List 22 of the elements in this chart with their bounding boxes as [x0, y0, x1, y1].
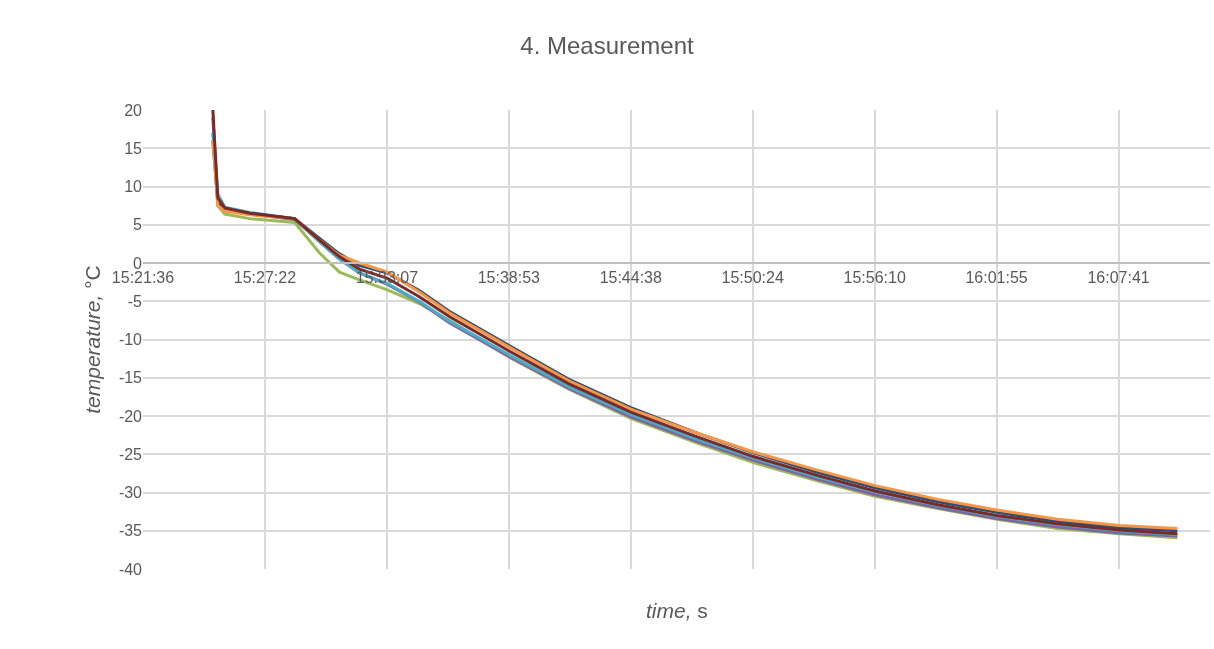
y-tick-label: 20	[124, 101, 143, 119]
x-tick-label: 15:56:10	[843, 268, 906, 286]
y-tick-label: 15	[124, 139, 143, 157]
y-tick-label: 10	[124, 178, 143, 196]
y-tick-label: -40	[118, 560, 143, 578]
y-tick-label: -15	[118, 369, 143, 387]
y-tick-label: -20	[118, 407, 143, 425]
chart-title: 4. Measurement	[520, 31, 695, 59]
x-tick-label: 15:50:24	[721, 268, 784, 286]
x-tick-label: 15:27:22	[233, 268, 297, 286]
x-axis-title: time, s	[646, 599, 708, 622]
y-tick-label: -5	[127, 292, 143, 310]
x-tick-label: 16:07:41	[1087, 268, 1150, 286]
x-tick-label: 15:44:38	[599, 268, 663, 286]
x-tick-label: 16:01:55	[965, 268, 1028, 286]
x-tick-label: 15:38:53	[477, 268, 541, 286]
y-tick-label: -35	[118, 522, 143, 540]
y-tick-label: -25	[118, 445, 143, 463]
y-axis-title: temperature, °C	[81, 265, 105, 414]
y-tick-label: -10	[118, 331, 143, 349]
y-tick-label: 5	[133, 216, 143, 234]
y-tick-label: -30	[118, 484, 143, 502]
